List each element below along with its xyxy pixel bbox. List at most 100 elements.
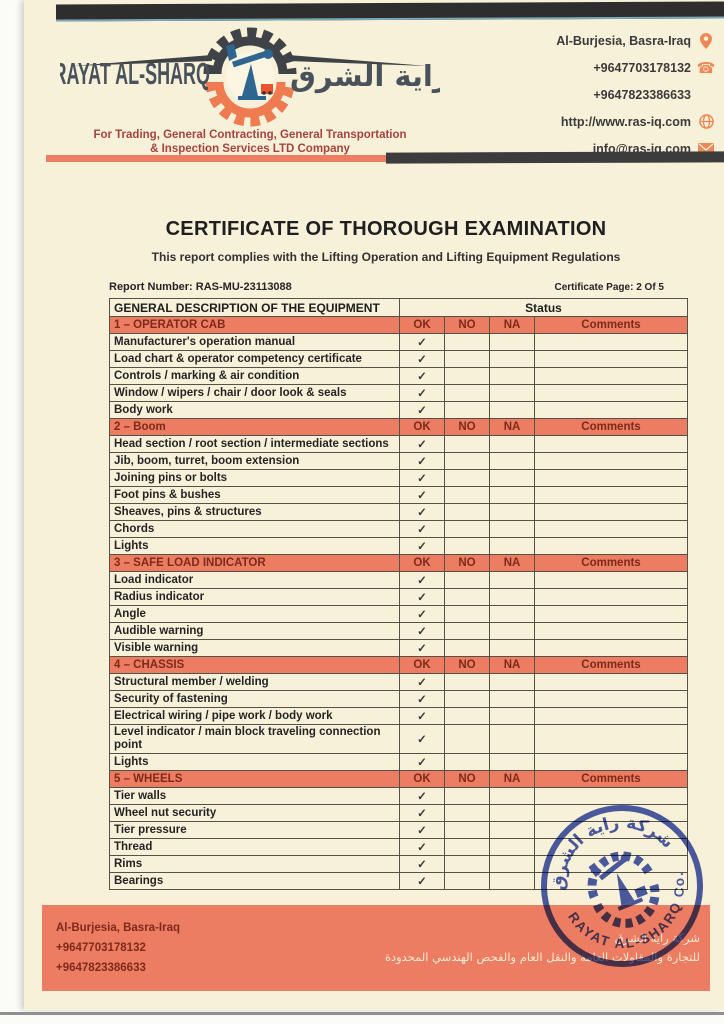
ok-cell: ✓ [399,753,445,771]
section-title: 1 – OPERATOR CAB [109,316,400,334]
na-cell [489,673,535,691]
no-cell [444,639,490,657]
ok-cell: ✓ [399,367,445,385]
equipment-row: Chords ✓ [109,520,688,538]
column-header-na: NA [489,418,535,436]
ok-cell: ✓ [399,872,445,890]
na-cell [489,605,535,623]
scan-edge-bottom [0,1012,724,1015]
company-tagline: For Trading, General Contracting, Genera… [60,128,440,156]
item-label: Structural member / welding [109,673,400,691]
equipment-row: Tier walls ✓ [109,787,688,805]
column-header-comments: Comments [534,770,688,788]
item-label: Electrical wiring / pipe work / body wor… [109,707,400,725]
equipment-row: Electrical wiring / pipe work / body wor… [109,707,688,725]
divider-dark [385,151,724,164]
equipment-row: Level indicator / main block traveling c… [109,724,688,754]
equipment-row: Wheel nut security ✓ [109,804,688,822]
ok-cell: ✓ [399,639,445,657]
section-title: 3 – SAFE LOAD INDICATOR [109,554,400,572]
item-label: Bearings [109,872,400,890]
contact-address-text: Al-Burjesia, Basra-Iraq [556,33,691,48]
ok-cell: ✓ [399,520,445,538]
table-header-row: GENERAL DESCRIPTION OF THE EQUIPMENT Sta… [109,298,688,317]
no-cell [444,333,490,351]
comments-cell [534,605,688,623]
item-label: Sheaves, pins & structures [109,503,400,521]
no-cell [444,707,490,725]
footer-address: Al-Burjesia, Basra-Iraq [56,922,180,934]
na-cell [489,401,535,419]
equipment-row: Bearings ✓ [109,872,688,890]
equipment-row: Lights ✓ [109,537,688,555]
section-header-row: 5 – WHEELS OK NO NA Comments [109,770,688,788]
ok-cell: ✓ [399,571,445,589]
no-cell [444,367,490,385]
footer-bar: Al-Burjesia, Basra-Iraq +9647703178132 +… [42,905,710,991]
comments-cell [534,571,688,589]
item-label: Body work [109,401,400,419]
column-header-ok: OK [399,770,445,788]
na-cell [489,537,535,555]
column-header-ok: OK [399,316,445,334]
column-header-comments: Comments [534,418,688,436]
na-cell [489,690,535,708]
item-label: Window / wipers / chair / door look & se… [109,384,400,402]
certificate-title: CERTIFICATE OF THOROUGH EXAMINATION [165,218,607,240]
section-header-row: 4 – CHASSIS OK NO NA Comments [109,656,688,674]
column-header-no: NO [444,770,490,788]
item-label: Audible warning [109,622,400,640]
no-cell [444,350,490,368]
ok-cell: ✓ [399,401,445,419]
na-cell [489,821,535,839]
no-cell [444,486,490,504]
no-cell [444,724,490,754]
equipment-row: Window / wipers / chair / door look & se… [109,384,688,402]
contact-address: Al-Burjesia, Basra-Iraq [504,32,714,49]
na-cell [489,435,535,453]
comments-cell [534,724,688,754]
contact-phone1-text: +9647703178132 [593,60,691,75]
certificate-page-number: Certificate Page: 2 Of 5 [555,282,665,293]
icon-spacer [698,86,714,103]
no-cell [444,821,490,839]
globe-icon [698,113,714,130]
item-label: Radius indicator [109,588,400,606]
item-label: Wheel nut security [109,804,400,822]
footer-phone1: +9647703178132 [56,942,146,954]
ok-cell: ✓ [399,469,445,487]
comments-cell [534,486,688,504]
item-label: Head section / root section / intermedia… [109,435,400,453]
equipment-row: Body work ✓ [109,401,688,419]
footer-arabic-line2: للتجارة والمقاولات العامة والنقل العام و… [384,950,700,964]
equipment-table-body: 1 – OPERATOR CAB OK NO NA Comments Manufactur… [109,316,688,890]
equipment-row: Head section / root section / intermedia… [109,435,688,453]
ok-cell: ✓ [399,350,445,368]
item-label: Thread [109,838,400,856]
na-cell [489,486,535,504]
ok-cell: ✓ [399,384,445,402]
item-label: Manufacturer's operation manual [109,333,400,351]
no-cell [444,673,490,691]
no-cell [444,401,490,419]
section-header-row: 1 – OPERATOR CAB OK NO NA Comments [109,316,688,334]
na-cell [489,588,535,606]
section-header-row: 2 – Boom OK NO NA Comments [109,418,688,436]
no-cell [444,469,490,487]
comments-cell [534,350,688,368]
ok-cell: ✓ [399,673,445,691]
na-cell [489,350,535,368]
oil-pump-icon [226,44,273,100]
certificate-page: RAYAT AL-SHARQ راية الشرق For Trading, G… [24,0,724,1010]
na-cell [489,333,535,351]
certificate-subtitle: This report complies with the Lifting Op… [151,250,621,264]
contact-phone2: +9647823386633 [504,86,714,103]
section-header-row: 3 – SAFE LOAD INDICATOR OK NO NA Comments [109,554,688,572]
column-header-no: NO [444,316,490,334]
na-cell [489,707,535,725]
na-cell [489,724,535,754]
footer-contact: Al-Burjesia, Basra-Iraq +9647703178132 +… [56,918,180,978]
comments-cell [534,503,688,521]
column-header-na: NA [489,316,535,334]
no-cell [444,537,490,555]
